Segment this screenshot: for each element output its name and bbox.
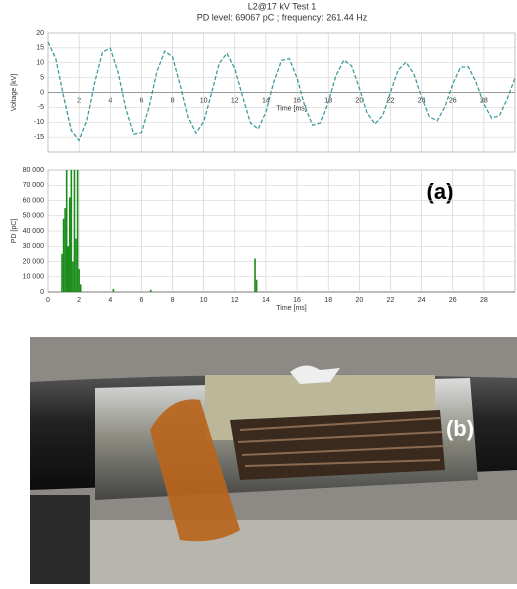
foil-fold <box>290 365 340 384</box>
y-tick-label: -15 <box>34 134 44 141</box>
x-tick-label: 26 <box>449 297 457 304</box>
y-tick-label: 10 <box>36 60 44 67</box>
pd-bar <box>254 258 256 292</box>
pd-bar <box>67 246 70 292</box>
x-tick-label: 20 <box>355 297 363 304</box>
x-axis-label: Time [ms] <box>276 105 307 112</box>
x-tick-label: 24 <box>418 297 426 304</box>
chart-title: L2@17 kV Test 1 <box>248 1 317 11</box>
y-tick-label: 40 000 <box>23 228 45 235</box>
x-axis-label: Time [ms] <box>276 305 307 312</box>
y-tick-label: 70 000 <box>23 182 45 189</box>
photo: (b) <box>30 337 517 584</box>
pd-bar <box>70 170 73 292</box>
chart-subtitle: PD level: 69067 pC ; frequency: 261.44 H… <box>197 12 368 22</box>
stand <box>30 495 90 584</box>
panel-label: (b) <box>446 416 474 441</box>
x-tick-label: 4 <box>108 297 112 304</box>
y-tick-label: -5 <box>38 104 44 111</box>
pd-bar <box>65 170 68 292</box>
x-tick-label: 6 <box>139 297 143 304</box>
y-tick-label: 10 000 <box>23 274 45 281</box>
y-tick-label: 30 000 <box>23 243 45 250</box>
x-tick-label: 0 <box>46 297 50 304</box>
y-axis-label: Voltage [kV] <box>11 74 18 111</box>
pd-bar <box>75 238 77 292</box>
floor <box>30 520 517 584</box>
voltage-line <box>47 41 516 142</box>
pd-bar <box>79 284 82 292</box>
y-tick-label: 20 000 <box>23 258 45 265</box>
strand-lines <box>237 417 445 467</box>
pd-bar <box>112 288 115 292</box>
x-tick-label: 22 <box>387 297 395 304</box>
y-tick-label: 50 000 <box>23 213 45 220</box>
x-tick-label: 14 <box>262 297 270 304</box>
x-tick-label: 10 <box>200 297 208 304</box>
pd-bar <box>255 279 258 292</box>
tape <box>150 399 240 542</box>
y-tick-label: 60 000 <box>23 197 45 204</box>
pd-bar <box>61 253 63 292</box>
pd-bar <box>62 218 65 292</box>
x-tick-label: 2 <box>77 297 81 304</box>
y-axis-label: PD [pC] <box>11 219 18 244</box>
x-tick-label: 12 <box>231 297 239 304</box>
pd-bar <box>73 170 76 292</box>
x-tick-label: 18 <box>324 297 332 304</box>
panel-label: (a) <box>427 179 454 204</box>
pd-bar <box>78 269 80 292</box>
pd-bar <box>68 197 71 292</box>
y-tick-label: 80 000 <box>23 167 45 174</box>
y-tick-label: -10 <box>34 119 44 126</box>
x-tick-label: 16 <box>293 297 301 304</box>
pd-bar <box>72 261 74 292</box>
pd-bar <box>149 289 152 292</box>
x-tick-label: 8 <box>171 297 175 304</box>
x-tick-label: 28 <box>480 297 488 304</box>
y-tick-label: 0 <box>40 289 44 296</box>
y-tick-label: 0 <box>40 89 44 96</box>
pd-bar <box>64 208 66 292</box>
y-tick-label: 5 <box>40 74 44 81</box>
pd-bar <box>76 170 79 292</box>
y-tick-label: 15 <box>36 45 44 52</box>
y-tick-label: 20 <box>36 30 44 37</box>
